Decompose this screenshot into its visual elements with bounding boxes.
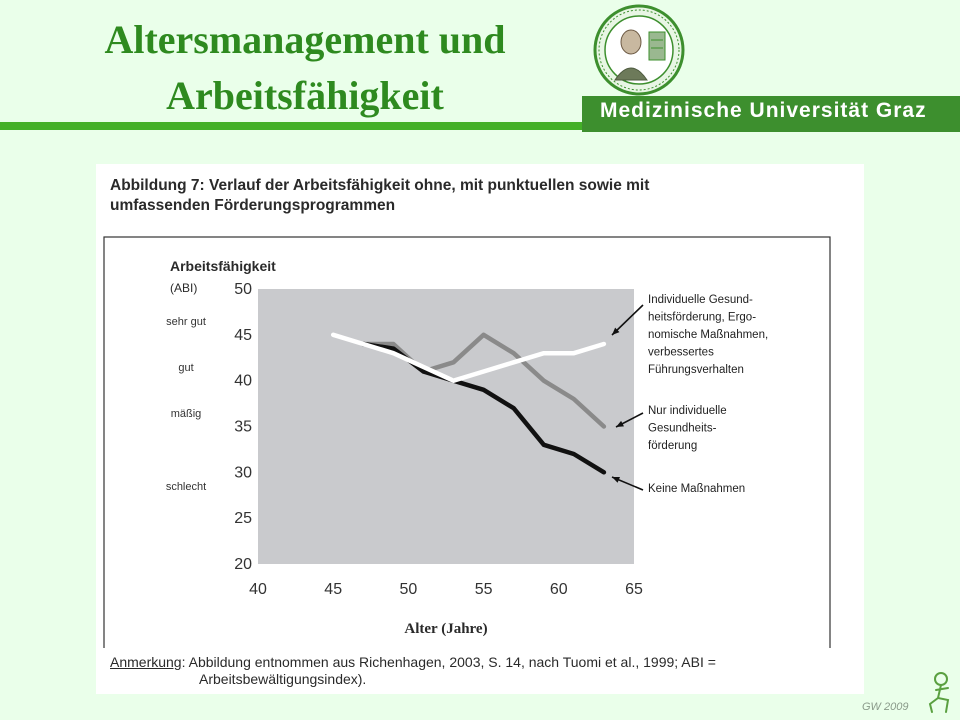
slide-title: Altersmanagement und Arbeitsfähigkeit <box>40 12 570 124</box>
note-text-1: : Abbildung entnommen aus Richenhagen, 2… <box>181 654 716 670</box>
y-category-label: mäßig <box>171 408 202 420</box>
legend-label-1: verbessertes <box>648 347 714 359</box>
figure-note: Anmerkung: Abbildung entnommen aus Riche… <box>110 654 850 688</box>
y-tick-label: 45 <box>234 327 252 344</box>
title-line-1: Altersmanagement und <box>104 17 506 62</box>
figure-caption: Abbildung 7: Verlauf der Arbeitsfähigkei… <box>110 176 850 216</box>
x-tick-label: 40 <box>249 581 267 598</box>
legend-arrowhead-3 <box>612 476 620 483</box>
y-tick-label: 35 <box>234 419 252 436</box>
legend-label-3: Keine Maßnahmen <box>648 483 745 495</box>
x-tick-label: 65 <box>625 581 643 598</box>
y-tick-label: 20 <box>234 556 252 573</box>
y-category-label: schlecht <box>166 481 206 493</box>
legend-label-1: heitsförderung, Ergo- <box>648 312 756 324</box>
x-tick-label: 50 <box>400 581 418 598</box>
title-underline <box>0 122 582 130</box>
university-name: Medizinische Universität Graz <box>600 99 927 122</box>
legend-arrowhead-1 <box>612 327 620 335</box>
x-tick-label: 45 <box>324 581 342 598</box>
x-tick-label: 60 <box>550 581 568 598</box>
legend-label-2: Nur individuelle <box>648 405 727 417</box>
seated-figure-icon <box>928 672 950 713</box>
title-line-2: Arbeitsfähigkeit <box>166 73 444 118</box>
university-seal-icon <box>593 4 685 96</box>
chart-frame <box>103 236 831 648</box>
legend-label-2: förderung <box>648 440 697 452</box>
legend-label-2: Gesundheits- <box>648 423 717 435</box>
plot-area <box>258 289 634 564</box>
caption-line-2: umfassenden Förderungsprogrammen <box>110 197 396 214</box>
university-banner <box>582 96 960 132</box>
series-line-2 <box>361 332 607 429</box>
line-chart: Arbeitsfähigkeit (ABI) 50 45 40 35 30 25 20 sehr … <box>103 236 831 648</box>
legend-arrowhead-2 <box>616 420 624 427</box>
y-tick-label: 40 <box>234 373 252 390</box>
y-axis-subtitle: (ABI) <box>170 281 197 295</box>
x-tick-label: 55 <box>475 581 493 598</box>
y-axis-title: Arbeitsfähigkeit <box>170 258 276 274</box>
author-footer: GW 2009 <box>862 701 909 713</box>
note-text-2: Arbeitsbewältigungsindex). <box>199 671 367 687</box>
y-category-label: sehr gut <box>166 316 206 328</box>
legend-label-1: Individuelle Gesund- <box>648 294 753 306</box>
chart-figure: Abbildung 7: Verlauf der Arbeitsfähigkei… <box>96 164 864 694</box>
legend-label-1: Führungsverhalten <box>648 364 744 376</box>
caption-line-1: Abbildung 7: Verlauf der Arbeitsfähigkei… <box>110 177 650 194</box>
y-tick-label: 25 <box>234 510 252 527</box>
y-tick-label: 50 <box>234 281 252 298</box>
legend-label-1: nomische Maßnahmen, <box>648 329 768 341</box>
note-key: Anmerkung <box>110 654 182 670</box>
y-category-label: gut <box>178 362 193 374</box>
y-tick-label: 30 <box>234 464 252 481</box>
x-axis-title: Alter (Jahre) <box>404 621 487 637</box>
series-line-1 <box>330 332 607 383</box>
